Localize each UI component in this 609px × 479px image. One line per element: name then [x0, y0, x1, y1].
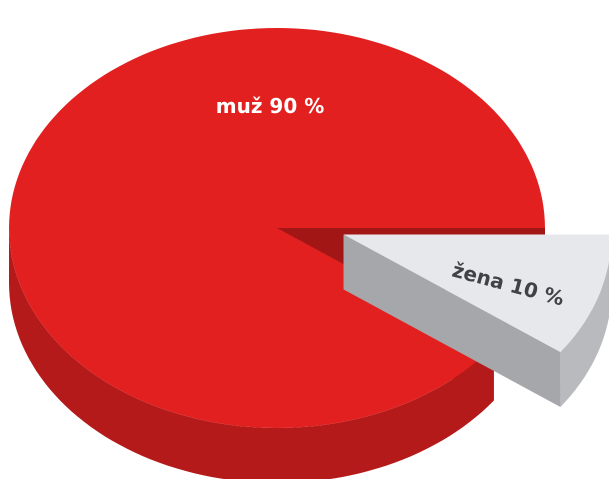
slice-label: muž 90 %	[216, 94, 325, 118]
slice-side	[560, 262, 609, 407]
slice	[343, 234, 609, 352]
slice-wall	[343, 234, 561, 407]
slice-value-label: 90 %	[269, 94, 324, 118]
slice-side	[9, 228, 494, 479]
slice	[9, 28, 545, 428]
slice-category: muž	[216, 94, 263, 118]
